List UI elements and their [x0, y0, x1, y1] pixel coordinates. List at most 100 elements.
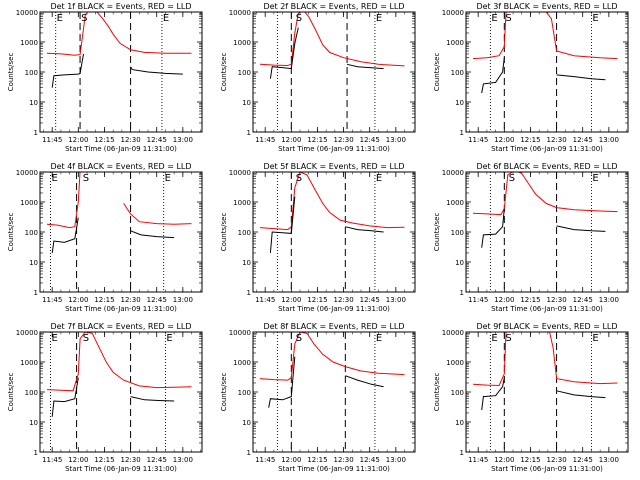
x-tick-label: 12:30 [546, 136, 566, 144]
lld-series-line [46, 332, 192, 392]
y-axis-label: Counts/sec [433, 373, 441, 412]
lld-series-line [123, 203, 192, 225]
x-tick-label: 12:15 [94, 296, 114, 304]
series-group [472, 172, 618, 248]
y-tick-label: 1 [247, 449, 251, 457]
y-tick-label: 1000 [20, 39, 38, 47]
x-tick-label: 11:45 [255, 296, 275, 304]
chart-title: Det 7f BLACK = Events, RED = LLD [50, 322, 191, 331]
chart-title: Det 1f BLACK = Events, RED = LLD [50, 2, 191, 11]
x-tick-label: 12:00 [281, 456, 301, 464]
y-axis-label: Counts/sec [220, 373, 228, 412]
y-tick-label: 100 [238, 229, 251, 237]
events-series-line [269, 27, 299, 79]
x-tick-label: 13:00 [173, 296, 193, 304]
interval-marker-label: E [592, 173, 598, 184]
series-group [259, 332, 405, 408]
y-tick-label: 10000 [442, 9, 464, 17]
x-tick-label: 12:15 [307, 136, 327, 144]
y-tick-label: 1000 [446, 199, 464, 207]
events-series-line [481, 57, 505, 94]
x-axis-label: Start Time (06-Jan-09 11:31:00) [65, 305, 177, 313]
x-tick-label: 11:45 [42, 136, 62, 144]
interval-marker-label: S [296, 333, 302, 344]
y-tick-label: 10 [455, 99, 464, 107]
x-tick-label: 12:15 [520, 296, 540, 304]
y-axis-label: Counts/sec [433, 213, 441, 252]
x-axis-label: Start Time (06-Jan-09 11:31:00) [491, 145, 603, 153]
series-group [46, 172, 192, 254]
series-group [472, 332, 618, 411]
lld-series-line [259, 332, 405, 381]
x-tick-label: 12:45 [147, 296, 167, 304]
y-tick-label: 1 [460, 129, 464, 137]
interval-marker-label: E [57, 13, 63, 24]
panel-det-8f: Det 8f BLACK = Events, RED = LLD 1 10 100 10… [220, 322, 416, 473]
events-series-line [345, 375, 384, 388]
interval-marker-label: E [376, 173, 382, 184]
x-tick-label: 12:30 [546, 296, 566, 304]
events-series-line [130, 396, 175, 402]
plot-frame [39, 171, 203, 293]
y-tick-label: 10 [242, 99, 251, 107]
y-tick-label: 1000 [233, 359, 251, 367]
y-tick-label: 10000 [442, 169, 464, 177]
y-tick-label: 1000 [233, 39, 251, 47]
series-group [472, 12, 618, 94]
events-series-line [51, 53, 84, 88]
lld-series-line [472, 332, 618, 387]
y-tick-label: 10 [29, 99, 38, 107]
y-tick-label: 100 [451, 389, 464, 397]
x-tick-label: 12:30 [333, 136, 353, 144]
x-axis-label: Start Time (06-Jan-09 11:31:00) [491, 465, 603, 473]
x-tick-label: 12:00 [494, 296, 514, 304]
y-axis-label: Counts/sec [220, 53, 228, 92]
x-tick-label: 12:45 [360, 136, 380, 144]
interval-marker-label: E [592, 333, 598, 344]
interval-marker-label: E [166, 333, 172, 344]
x-tick-label: 12:30 [120, 296, 140, 304]
y-tick-label: 100 [25, 69, 38, 77]
y-tick-label: 10000 [229, 169, 251, 177]
plot-frame [465, 171, 629, 293]
panel-det-7f: Det 7f BLACK = Events, RED = LLD 1 10 100 10… [7, 322, 203, 473]
x-tick-label: 12:00 [494, 456, 514, 464]
x-tick-label: 13:00 [173, 136, 193, 144]
y-axis-label: Counts/sec [7, 213, 15, 252]
x-tick-label: 12:00 [68, 136, 88, 144]
x-tick-label: 12:00 [68, 296, 88, 304]
x-tick-label: 13:00 [599, 136, 619, 144]
chart-title: Det 5f BLACK = Events, RED = LLD [263, 162, 404, 171]
chart-title: Det 4f BLACK = Events, RED = LLD [50, 162, 191, 171]
y-tick-label: 10 [455, 419, 464, 427]
y-axis-label: Counts/sec [220, 213, 228, 252]
x-tick-label: 13:00 [386, 136, 406, 144]
lld-series-line [259, 172, 405, 231]
plot-frame [465, 11, 629, 133]
interval-marker-label: S [296, 173, 302, 184]
y-tick-label: 100 [25, 229, 38, 237]
events-series-line [130, 230, 175, 239]
x-tick-label: 12:45 [147, 456, 167, 464]
x-tick-label: 12:15 [520, 136, 540, 144]
plot-frame [252, 11, 416, 133]
interval-marker-label: E [376, 333, 382, 344]
x-tick-label: 12:45 [147, 136, 167, 144]
interval-marker-label: E [51, 173, 57, 184]
x-tick-label: 12:45 [573, 296, 593, 304]
x-tick-label: 11:45 [468, 136, 488, 144]
y-tick-label: 100 [238, 69, 251, 77]
x-tick-label: 13:00 [173, 456, 193, 464]
y-tick-label: 100 [451, 69, 464, 77]
y-tick-label: 100 [238, 389, 251, 397]
y-tick-label: 10000 [229, 329, 251, 337]
y-tick-label: 100 [25, 389, 38, 397]
x-tick-label: 12:30 [333, 456, 353, 464]
series-group [259, 172, 405, 254]
y-tick-label: 10000 [16, 329, 38, 337]
chart-title: Det 9f BLACK = Events, RED = LLD [476, 322, 617, 331]
y-tick-label: 1 [34, 449, 38, 457]
chart-title: Det 3f BLACK = Events, RED = LLD [476, 2, 617, 11]
series-group [46, 12, 192, 88]
